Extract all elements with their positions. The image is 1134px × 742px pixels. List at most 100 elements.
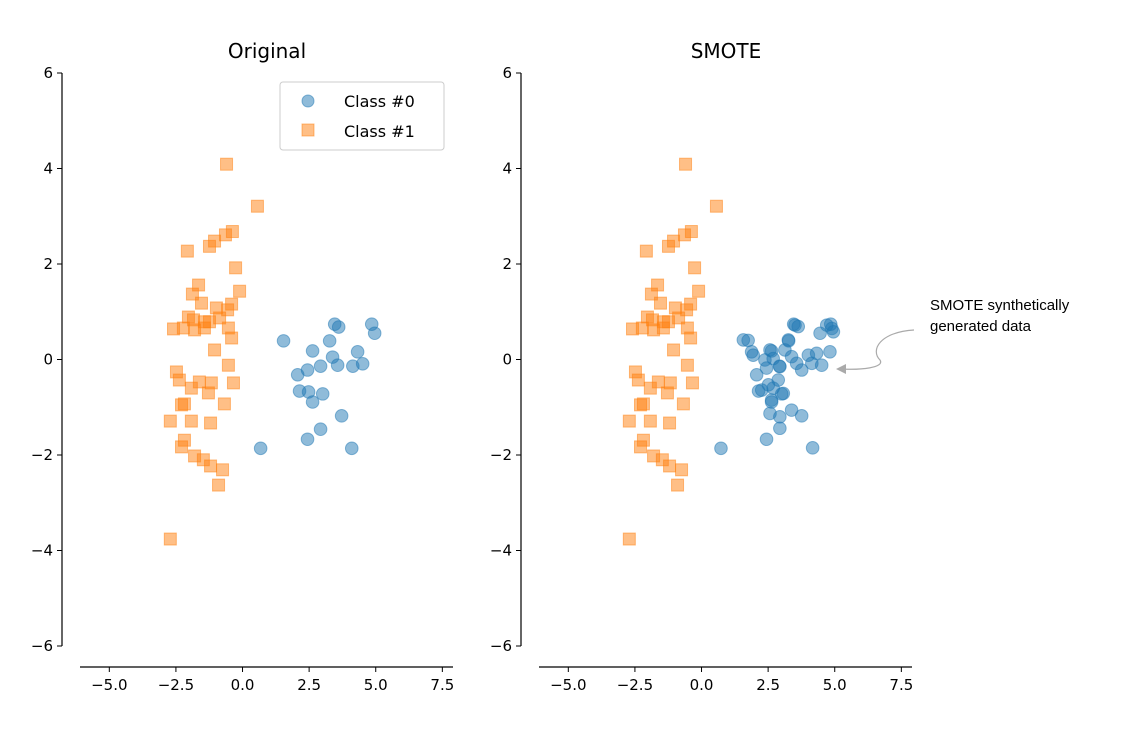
point-class-1: [677, 228, 691, 242]
point-class-1: [204, 459, 218, 473]
point-class-0: [764, 344, 779, 358]
plot-smote: SMOTE SMOTE synthetically generated data…: [490, 39, 1070, 694]
point-class-1: [184, 381, 198, 395]
x-tick-label: 2.5: [297, 676, 321, 694]
point-class-0: [334, 409, 349, 423]
point-class-0: [814, 358, 829, 373]
point-class-1: [208, 343, 222, 357]
point-class-1: [177, 397, 191, 411]
point-class-1: [163, 414, 177, 428]
point-class-1: [639, 244, 653, 258]
point-class-1: [216, 463, 230, 477]
y-tick-label: −6: [31, 637, 53, 655]
point-class-1: [661, 239, 675, 253]
point-class-0: [773, 421, 787, 436]
point-class-1: [194, 296, 208, 310]
point-class-1: [684, 331, 698, 345]
point-class-1: [685, 376, 699, 390]
point-class-1: [631, 373, 645, 387]
x-tick-label: 5.0: [823, 676, 847, 694]
points: [622, 157, 841, 546]
point-class-0: [794, 363, 809, 377]
point-class-0: [774, 387, 789, 401]
point-class-1: [636, 397, 650, 411]
point-class-0: [253, 441, 268, 456]
chart-title: SMOTE: [691, 39, 762, 63]
y-tick-label: 0: [43, 351, 53, 369]
point-class-0: [772, 359, 787, 373]
point-class-1: [692, 284, 706, 298]
point-class-1: [676, 397, 690, 411]
point-class-1: [233, 284, 247, 298]
x-tick-label: −2.5: [617, 676, 653, 694]
chart-title: Original: [228, 39, 306, 63]
legend: Class #0 Class #1: [279, 81, 445, 151]
point-class-1: [226, 376, 240, 390]
y-tick-label: −4: [490, 542, 512, 560]
x-tick-label: 7.5: [430, 676, 454, 694]
point-class-0: [305, 395, 320, 409]
point-class-0: [313, 359, 328, 373]
point-class-1: [643, 381, 657, 395]
x-tick-label: −5.0: [550, 676, 586, 694]
point-class-1: [663, 459, 677, 473]
x-tick-label: 2.5: [756, 676, 780, 694]
point-class-1: [680, 358, 694, 372]
y-tick-label: −4: [31, 542, 53, 560]
point-class-0: [764, 395, 779, 409]
y-tick-label: 4: [502, 160, 512, 178]
point-class-0: [331, 320, 346, 334]
point-class-0: [367, 326, 382, 341]
point-class-0: [805, 441, 820, 455]
y-tick-label: 0: [502, 351, 512, 369]
point-class-0: [344, 441, 359, 456]
point-class-0: [794, 409, 809, 423]
point-class-0: [276, 334, 291, 348]
point-class-1: [218, 228, 232, 242]
point-class-0: [813, 326, 827, 341]
point-class-0: [759, 432, 774, 447]
point-class-1: [229, 261, 243, 275]
point-class-1: [709, 199, 723, 213]
point-class-0: [773, 410, 787, 424]
x-tick-label: 5.0: [364, 676, 388, 694]
legend-marker-class-0: [301, 94, 315, 108]
point-class-0: [751, 384, 766, 398]
y-tick-label: 6: [43, 64, 53, 82]
point-class-1: [688, 261, 702, 275]
point-class-1: [667, 343, 681, 357]
annotation-line-1: SMOTE synthetically: [930, 297, 1070, 314]
point-class-1: [634, 440, 648, 454]
legend-label-class-1: Class #1: [344, 122, 415, 141]
point-class-0: [322, 334, 337, 348]
points: [163, 157, 382, 546]
point-class-1: [175, 440, 189, 454]
point-class-1: [663, 416, 677, 430]
point-class-1: [213, 311, 227, 325]
x-tick-label: −5.0: [91, 676, 127, 694]
point-class-1: [221, 358, 235, 372]
annotation: SMOTE synthetically generated data: [836, 297, 1070, 374]
point-class-0: [749, 367, 764, 382]
y-tick-label: −2: [490, 446, 512, 464]
annotation-line-2: generated data: [930, 318, 1032, 335]
x-tick-label: 0.0: [690, 676, 714, 694]
point-class-1: [172, 373, 186, 387]
y-tick-label: 6: [502, 64, 512, 82]
point-class-1: [217, 397, 231, 411]
point-class-0: [313, 422, 328, 437]
y-tick-label: 4: [43, 160, 53, 178]
point-class-1: [622, 414, 636, 428]
y-tick-label: −2: [31, 446, 53, 464]
legend-marker-class-1: [301, 123, 315, 137]
plot-original: Original Class #0 Class #1 −6 −4 −2 0 2 4 6 −5.…: [31, 39, 454, 694]
point-class-0: [784, 403, 799, 417]
point-class-0: [305, 344, 320, 358]
point-class-1: [622, 532, 636, 546]
point-class-1: [250, 199, 264, 213]
point-class-0: [823, 317, 838, 331]
point-class-0: [759, 361, 774, 375]
point-class-0: [315, 387, 330, 401]
y-tick-label: 2: [502, 255, 512, 273]
